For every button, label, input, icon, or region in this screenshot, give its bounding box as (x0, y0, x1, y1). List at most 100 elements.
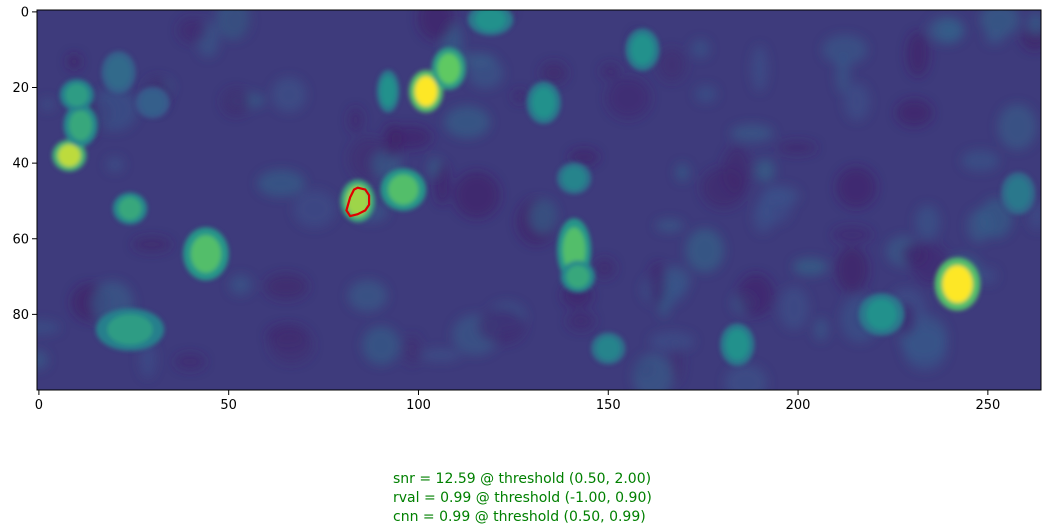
texture-blob (675, 163, 690, 182)
texture-blob (1028, 201, 1041, 231)
cell-spot (1006, 178, 1030, 209)
cell-spot (107, 314, 153, 345)
texture-blob (832, 226, 872, 244)
texture-blob (685, 228, 724, 273)
x-tick-label: 150 (596, 398, 621, 413)
texture-blob (444, 106, 491, 139)
texture-blob (40, 98, 55, 111)
y-tick-label: 40 (12, 157, 29, 172)
texture-blob (174, 353, 206, 370)
texture-blob (257, 169, 306, 198)
texture-blob (1027, 12, 1041, 36)
texture-blob (362, 326, 400, 365)
texture-blob (691, 39, 710, 59)
cell-spot (532, 87, 556, 118)
cell-spot (190, 234, 222, 273)
texture-blob (593, 258, 616, 279)
cell-spot (725, 329, 749, 360)
cell-spot (866, 299, 897, 330)
texture-blob (434, 162, 451, 205)
texture-blob (927, 16, 965, 44)
texture-blob (722, 146, 752, 194)
cell-spot (118, 197, 142, 220)
cell-spot (388, 174, 419, 205)
texture-blob (655, 219, 684, 233)
y-tick-label: 60 (12, 232, 29, 247)
texture-blob (37, 320, 61, 335)
texture-blob (477, 308, 525, 345)
texture-blob (980, 10, 1020, 37)
texture-blob (420, 348, 462, 362)
y-axis: 0 20 40 60 80 (12, 5, 37, 323)
texture-blob (569, 148, 599, 166)
texture-blob (649, 331, 695, 352)
cell-spot (107, 57, 130, 88)
cell-spot (380, 76, 396, 107)
texture-blob (216, 10, 250, 40)
cell-spot (65, 83, 89, 107)
x-tick-label: 100 (406, 398, 431, 413)
texture-blob (139, 340, 157, 378)
cnn-annotation: cnn = 0.99 @ threshold (0.50, 0.99) (393, 509, 646, 525)
texture-blob (106, 157, 124, 172)
texture-blob (835, 166, 877, 209)
texture-blob (961, 150, 1000, 172)
cell-spot (942, 265, 973, 304)
texture-blob (755, 159, 775, 183)
cell-spot (566, 265, 590, 288)
cell-spot (437, 53, 461, 84)
texture-blob (997, 104, 1037, 150)
texture-blob (348, 280, 388, 312)
texture-blob (512, 89, 527, 103)
texture-blob (813, 317, 829, 341)
y-tick-label: 20 (12, 81, 29, 96)
texture-blob (229, 274, 252, 295)
texture-blob (348, 107, 363, 133)
texture-blob (132, 236, 172, 252)
texture-blob (529, 199, 557, 234)
texture-blob (844, 83, 870, 121)
texture-blob (632, 353, 673, 390)
axes-frame (36, 9, 1042, 391)
x-tick-label: 250 (975, 398, 1000, 413)
cell-spot (414, 76, 438, 107)
texture-blob (453, 171, 501, 219)
cell-spot (562, 166, 586, 190)
y-tick-label: 0 (21, 5, 29, 20)
cell-spot (596, 337, 620, 360)
texture-blob (66, 53, 82, 70)
texture-blob (978, 267, 998, 285)
cell-spot (141, 91, 165, 114)
texture-blob (751, 45, 768, 92)
cell-spot (475, 10, 506, 31)
texture-blob (724, 364, 768, 390)
x-axis: 0 50 100 150 200 250 (35, 390, 1000, 413)
texture-blob (648, 262, 667, 307)
roi-contour (345, 186, 371, 218)
rval-annotation: rval = 0.99 @ threshold (-1.00, 0.90) (393, 490, 652, 506)
texture-blob (269, 326, 313, 364)
texture-blob (757, 187, 792, 225)
texture-blob (37, 350, 49, 370)
x-tick-label: 50 (220, 398, 237, 413)
cell-spot (57, 144, 81, 167)
texture-blob (404, 335, 421, 365)
x-tick-label: 200 (786, 398, 811, 413)
texture-blob (777, 141, 817, 155)
texture-blob (271, 77, 307, 113)
y-tick-label: 80 (12, 308, 29, 323)
texture-blob (779, 286, 809, 330)
texture-blob (417, 10, 455, 41)
texture-blob (895, 99, 933, 127)
texture-blob (730, 124, 774, 143)
heatmap-plot (37, 10, 1041, 390)
texture-blob (967, 209, 991, 243)
texture-blob (822, 34, 868, 65)
texture-blob (835, 55, 851, 95)
texture-blob (91, 87, 138, 132)
texture-blob (221, 88, 250, 116)
texture-blob (657, 48, 687, 82)
texture-blob (606, 77, 651, 119)
texture-blob (293, 190, 336, 228)
texture-blob (695, 85, 717, 103)
